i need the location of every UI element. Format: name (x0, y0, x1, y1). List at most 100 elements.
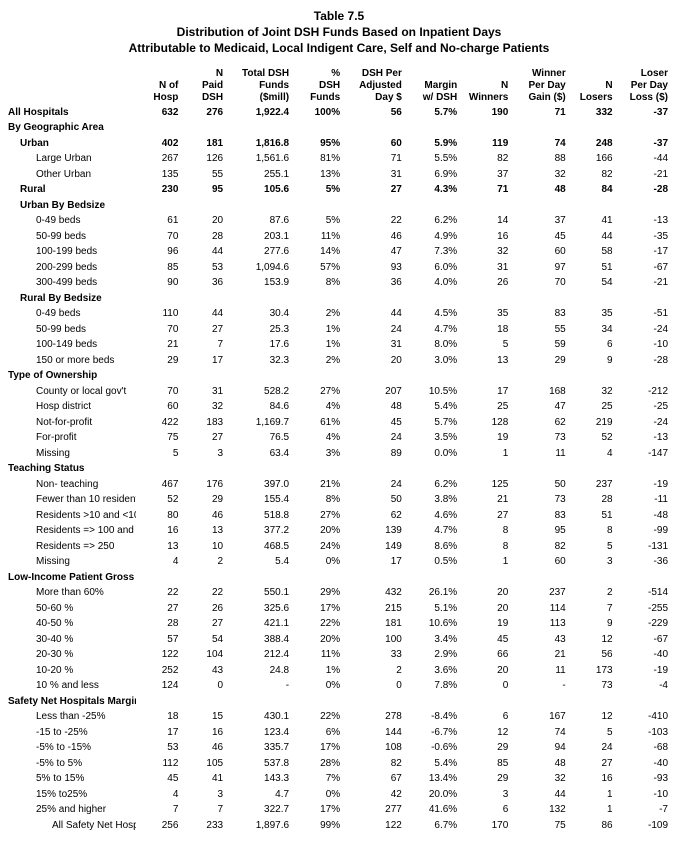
cell: 256 (136, 818, 181, 834)
cell: 27 (180, 616, 225, 632)
cell: 100% (291, 105, 342, 121)
table-row: -5% to 5%112105537.828%825.4%854827-40 (8, 756, 670, 772)
cell: 4.6% (404, 508, 459, 524)
cell (459, 570, 510, 586)
cell: 22 (342, 213, 404, 229)
cell (136, 368, 181, 384)
cell: 27 (342, 182, 404, 198)
cell: 132 (510, 802, 567, 818)
cell (136, 198, 181, 214)
cell: 13.4% (404, 771, 459, 787)
cell: 1,816.8 (225, 136, 291, 152)
cell: 14 (459, 213, 510, 229)
cell: 8 (459, 523, 510, 539)
row-label: Fewer than 10 residents (8, 492, 136, 508)
row-label: Urban (8, 136, 136, 152)
cell: 7 (180, 337, 225, 353)
cell: 86 (568, 818, 615, 834)
cell: -67 (615, 632, 670, 648)
table-row: 25% and higher77322.717%27741.6%61321-7 (8, 802, 670, 818)
cell: 27% (291, 508, 342, 524)
table-row: Residents => 100 and < 2501613377.220%13… (8, 523, 670, 539)
cell: 468.5 (225, 539, 291, 555)
cell: 27 (180, 322, 225, 338)
cell: 3% (291, 446, 342, 462)
cell: 29 (180, 492, 225, 508)
cell (459, 694, 510, 710)
cell: 5.5% (404, 151, 459, 167)
cell: -13 (615, 213, 670, 229)
row-label: All Hospitals (8, 105, 136, 121)
table-row: 200-299 beds85531,094.657%936.0%319751-6… (8, 260, 670, 276)
cell: 20 (180, 213, 225, 229)
cell: 82 (342, 756, 404, 772)
cell: 12 (568, 709, 615, 725)
cell: 11 (510, 446, 567, 462)
cell: 8 (568, 523, 615, 539)
cell: 51 (568, 508, 615, 524)
cell: 377.2 (225, 523, 291, 539)
cell: 22% (291, 616, 342, 632)
cell: 4.7 (225, 787, 291, 803)
cell: -4 (615, 678, 670, 694)
cell: 7.8% (404, 678, 459, 694)
cell: 3 (568, 554, 615, 570)
cell: 6.9% (404, 167, 459, 183)
cell: 45 (136, 771, 181, 787)
row-label: Low-Income Patient Gross Days as % of To… (8, 570, 136, 586)
cell: 67 (342, 771, 404, 787)
cell: -24 (615, 322, 670, 338)
cell: 31 (342, 167, 404, 183)
cell: 45 (459, 632, 510, 648)
cell: 99% (291, 818, 342, 834)
cell: 144 (342, 725, 404, 741)
cell: 104 (180, 647, 225, 663)
cell: 5.4% (404, 756, 459, 772)
cell (180, 368, 225, 384)
cell: 44 (568, 229, 615, 245)
cell: 4% (291, 399, 342, 415)
cell: 207 (342, 384, 404, 400)
cell: 112 (136, 756, 181, 772)
cell: 248 (568, 136, 615, 152)
cell: 7 (136, 802, 181, 818)
cell: 71 (510, 105, 567, 121)
cell: 21 (459, 492, 510, 508)
row-label: -5% to -15% (8, 740, 136, 756)
cell: 24 (342, 322, 404, 338)
table-row: 0-49 beds612087.65%226.2%143741-13 (8, 213, 670, 229)
cell: 34 (568, 322, 615, 338)
section-row: Safety Net Hospitals Margin Net of DSH (8, 694, 670, 710)
cell (404, 694, 459, 710)
cell: 11 (510, 663, 567, 679)
cell (225, 291, 291, 307)
cell: 215 (342, 601, 404, 617)
cell: -19 (615, 477, 670, 493)
cell: -109 (615, 818, 670, 834)
cell: 29 (136, 353, 181, 369)
cell (510, 120, 567, 136)
cell: 22% (291, 709, 342, 725)
cell: 17% (291, 740, 342, 756)
cell: 6.2% (404, 477, 459, 493)
cell: 397.0 (225, 477, 291, 493)
cell: 83 (510, 306, 567, 322)
table-row: Residents >10 and <1008046518.827%624.6%… (8, 508, 670, 524)
table-row: More than 60%2222550.129%43226.1%202372-… (8, 585, 670, 601)
cell (291, 368, 342, 384)
cell: 28 (136, 616, 181, 632)
cell: 32.3 (225, 353, 291, 369)
cell: 335.7 (225, 740, 291, 756)
row-label: 100-199 beds (8, 244, 136, 260)
cell: 3.6% (404, 663, 459, 679)
cell: 252 (136, 663, 181, 679)
cell: 7.3% (404, 244, 459, 260)
row-label: 0-49 beds (8, 213, 136, 229)
row-label: 150 or more beds (8, 353, 136, 369)
table-row: Rural23095105.65%274.3%714884-28 (8, 182, 670, 198)
cell: -67 (615, 260, 670, 276)
cell: 105 (180, 756, 225, 772)
cell: -51 (615, 306, 670, 322)
cell: 6 (459, 802, 510, 818)
cell (291, 461, 342, 477)
